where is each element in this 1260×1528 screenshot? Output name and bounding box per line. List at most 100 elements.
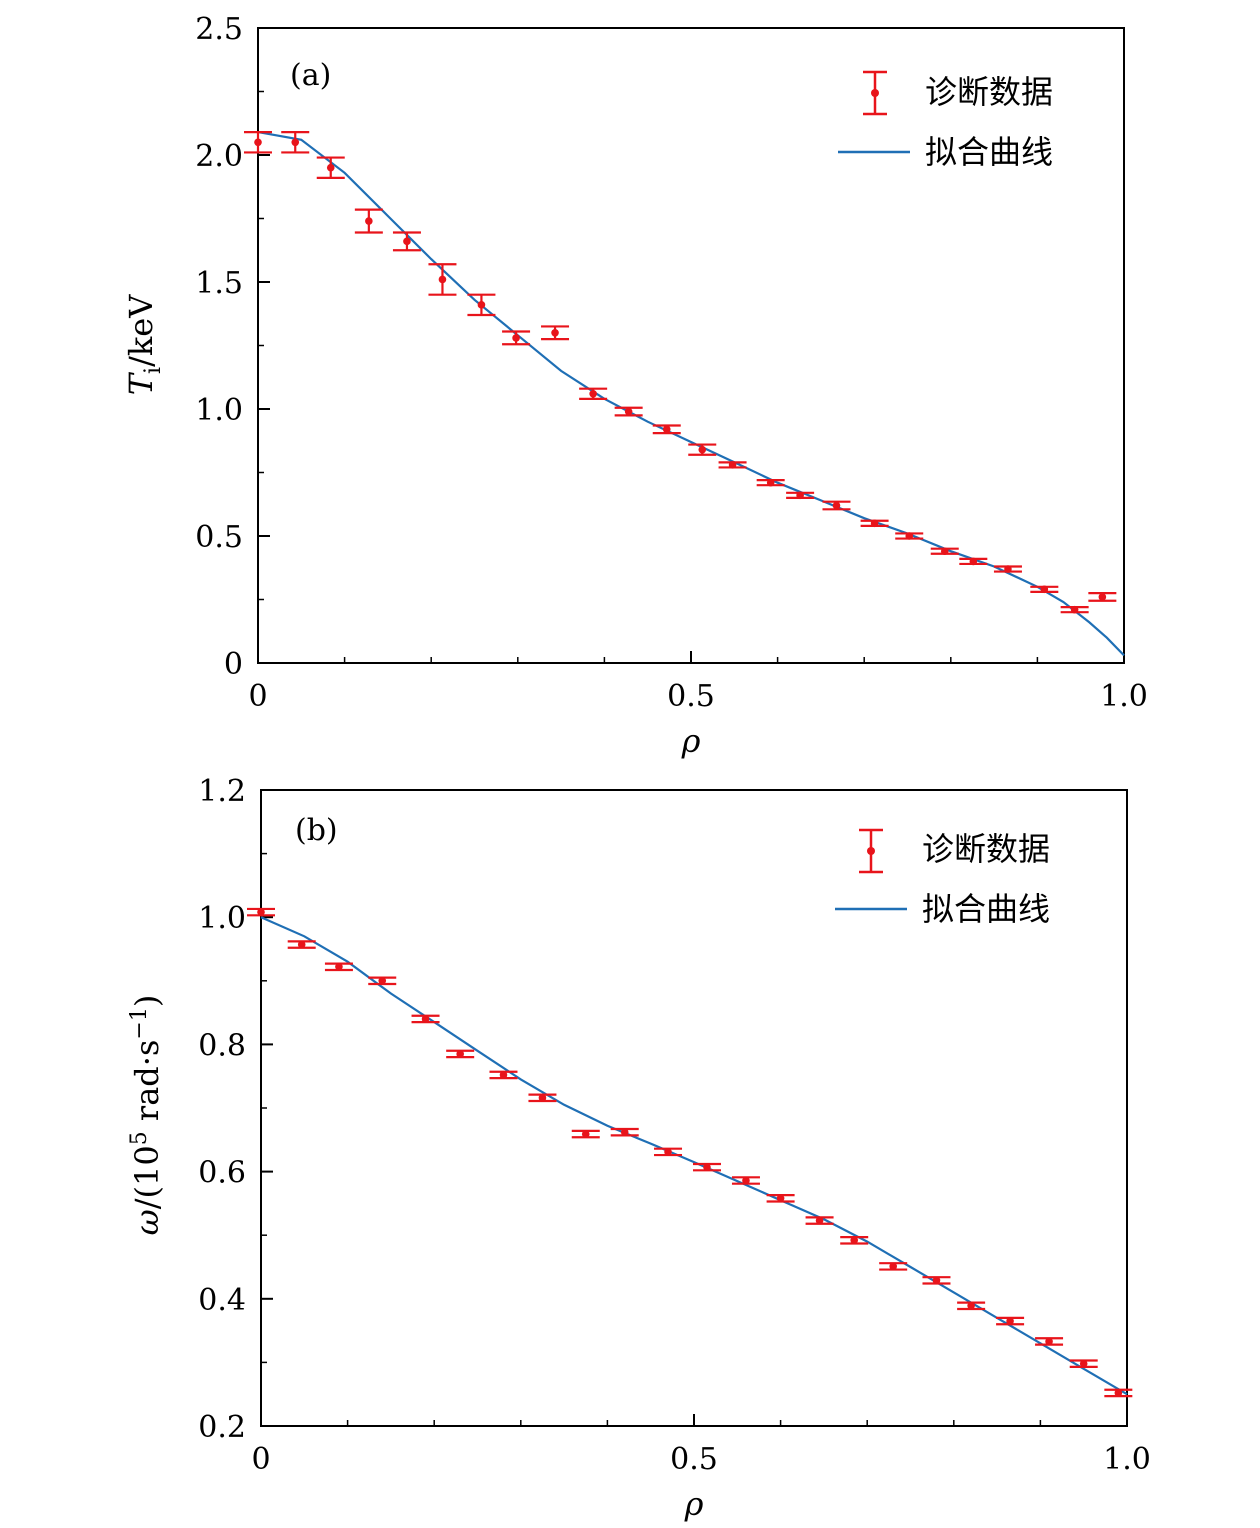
panel-a-data-point: [281, 131, 310, 154]
panel-b-data-point: [489, 1070, 518, 1080]
panel-a-data-point: [895, 532, 924, 540]
panel-a-data-point: [756, 478, 785, 487]
panel-a-legend-label-fit: 拟合曲线: [925, 133, 1053, 171]
panel-a-data-marker: [905, 532, 914, 540]
panel-b-data-marker: [932, 1276, 941, 1285]
panel-b-data-marker: [378, 977, 387, 985]
panel-b-data-marker: [620, 1128, 629, 1136]
panel-b-data-marker: [581, 1130, 590, 1138]
panel-b-fit-line: [260, 916, 1128, 1396]
panel-b-x-tick-label: 0: [251, 1442, 270, 1477]
panel-a-data-marker: [589, 389, 597, 398]
panel-b-legend: 诊断数据 拟合曲线: [835, 828, 1050, 928]
panel-b-y-tick-label: 0.8: [198, 1028, 246, 1063]
panel-b-data-marker: [1006, 1317, 1014, 1325]
panel-b-ticks: 0 0.5 1.0 0.2 0.4 0.6 0.8 1.0 1.2: [198, 774, 1151, 1477]
panel-b-legend-label-fit: 拟合曲线: [922, 890, 1050, 928]
panel-a-data-marker: [698, 445, 707, 454]
panel-a-ticks: 0 0.5 1.0 0 0.5 1.0 1.5 2.0 2.5: [195, 12, 1148, 714]
panel-b-data-point: [247, 907, 275, 917]
panel-a-data-point: [244, 131, 272, 154]
panel-a-data-marker: [969, 557, 978, 566]
panel-a-y-axis-title: Ti/keV: [122, 294, 166, 396]
panel-a-x-tick-label: 1.0: [1100, 679, 1148, 714]
panel-a-data-point: [822, 500, 851, 511]
panel-b-data-point: [654, 1147, 683, 1157]
panel-a-data-points: [244, 131, 1117, 614]
panel-a-data-point: [579, 387, 608, 400]
panel-a-data-marker: [728, 461, 737, 469]
panel-a-data-marker: [254, 138, 262, 147]
panel-a-y-axis-title-rest: /keV: [122, 294, 160, 367]
panel-a-data-point: [392, 231, 421, 252]
panel-a-data-marker: [662, 425, 671, 434]
panel-a-legend: 诊断数据 拟合曲线: [838, 70, 1053, 171]
panel-a-data-point: [688, 443, 717, 456]
panel-b-data-point: [1035, 1337, 1064, 1346]
panel-a-data-point: [718, 461, 747, 469]
panel-a-data-point: [786, 491, 815, 500]
panel-b-data-point: [610, 1127, 639, 1137]
panel-b-data-point: [1104, 1388, 1133, 1398]
panel-a-data-marker: [403, 237, 411, 246]
panel-b-data-points: [247, 907, 1133, 1398]
panel-b-label: (b): [295, 813, 338, 848]
panel-a-plot-frame: [257, 27, 1125, 664]
panel-a-data-point: [354, 208, 383, 234]
panel-a-data-point: [1060, 605, 1089, 614]
panel-b-data-marker: [1045, 1337, 1053, 1346]
panel-b-data-marker: [967, 1301, 975, 1310]
panel-a-data-marker: [1070, 605, 1079, 614]
panel-b-data-marker: [850, 1236, 859, 1245]
panel-a-data-marker: [291, 138, 300, 147]
panel-b-data-point: [324, 962, 353, 972]
panel-b-y-axis-title-mid: /(10: [128, 1145, 166, 1209]
panel-b-data-point: [287, 940, 316, 949]
panel-b-data-point: [879, 1262, 908, 1271]
panel-a-data-point: [502, 330, 531, 346]
panel-a-data-marker: [870, 519, 879, 528]
panel-b-data-marker: [664, 1148, 672, 1156]
panel-a-data-point: [467, 293, 496, 317]
panel-b-y-tick-label: 0.4: [198, 1283, 246, 1318]
panel-b-data-point: [446, 1049, 475, 1059]
panel-b-y-tick-label: 1.2: [198, 774, 246, 809]
panel-b-y-axis-title-sup1: 5: [127, 1131, 152, 1145]
panel-a-data-marker: [438, 275, 447, 284]
panel-b-data-marker: [1079, 1359, 1088, 1368]
panel-b-y-tick-label: 1.0: [198, 901, 246, 936]
panel-b-data-point: [840, 1236, 869, 1245]
panel-b-data-marker: [889, 1262, 897, 1271]
panel-a-y-tick-label: 0: [224, 647, 243, 682]
panel-a-data-point: [652, 424, 681, 435]
panel-a-data-marker: [766, 478, 775, 487]
panel-b-x-axis-title: ρ: [684, 1485, 704, 1523]
panel-b-y-tick-label: 0.6: [198, 1156, 246, 1191]
panel-b-data-marker: [456, 1050, 464, 1058]
panel-a-y-tick-label: 2.0: [195, 139, 243, 174]
panel-b-legend-label-data: 诊断数据: [922, 830, 1050, 868]
panel-a-data-point: [930, 547, 959, 556]
panel-a-y-tick-label: 1.5: [195, 266, 243, 301]
panel-b-data-point: [766, 1194, 795, 1203]
panel-b-data-marker: [421, 1015, 430, 1023]
panel-a-data-point: [993, 565, 1022, 573]
panel-a-fit-curve: [257, 131, 1125, 657]
panel-b-data-point: [1069, 1359, 1098, 1368]
panel-b-data-point: [957, 1301, 986, 1311]
panel-b-y-axis-title-end: ): [128, 995, 166, 1007]
panel-b-data-marker: [703, 1163, 711, 1171]
panel-a-data-marker: [1004, 565, 1012, 573]
panel-b-data-point: [922, 1276, 951, 1285]
panel-a-data-marker: [796, 491, 804, 500]
panel-b-data-marker: [335, 963, 343, 971]
panel-a-fit-line: [257, 131, 1125, 657]
panel-a-x-tick-label: 0.5: [667, 679, 715, 714]
panel-a-data-marker: [551, 329, 559, 337]
panel-a-data-point: [428, 263, 457, 296]
panel-a-label: (a): [290, 58, 331, 93]
panel-a-data-marker: [512, 334, 520, 342]
panel-a-data-point: [541, 325, 570, 341]
panel-a-y-tick-label: 2.5: [195, 12, 243, 47]
